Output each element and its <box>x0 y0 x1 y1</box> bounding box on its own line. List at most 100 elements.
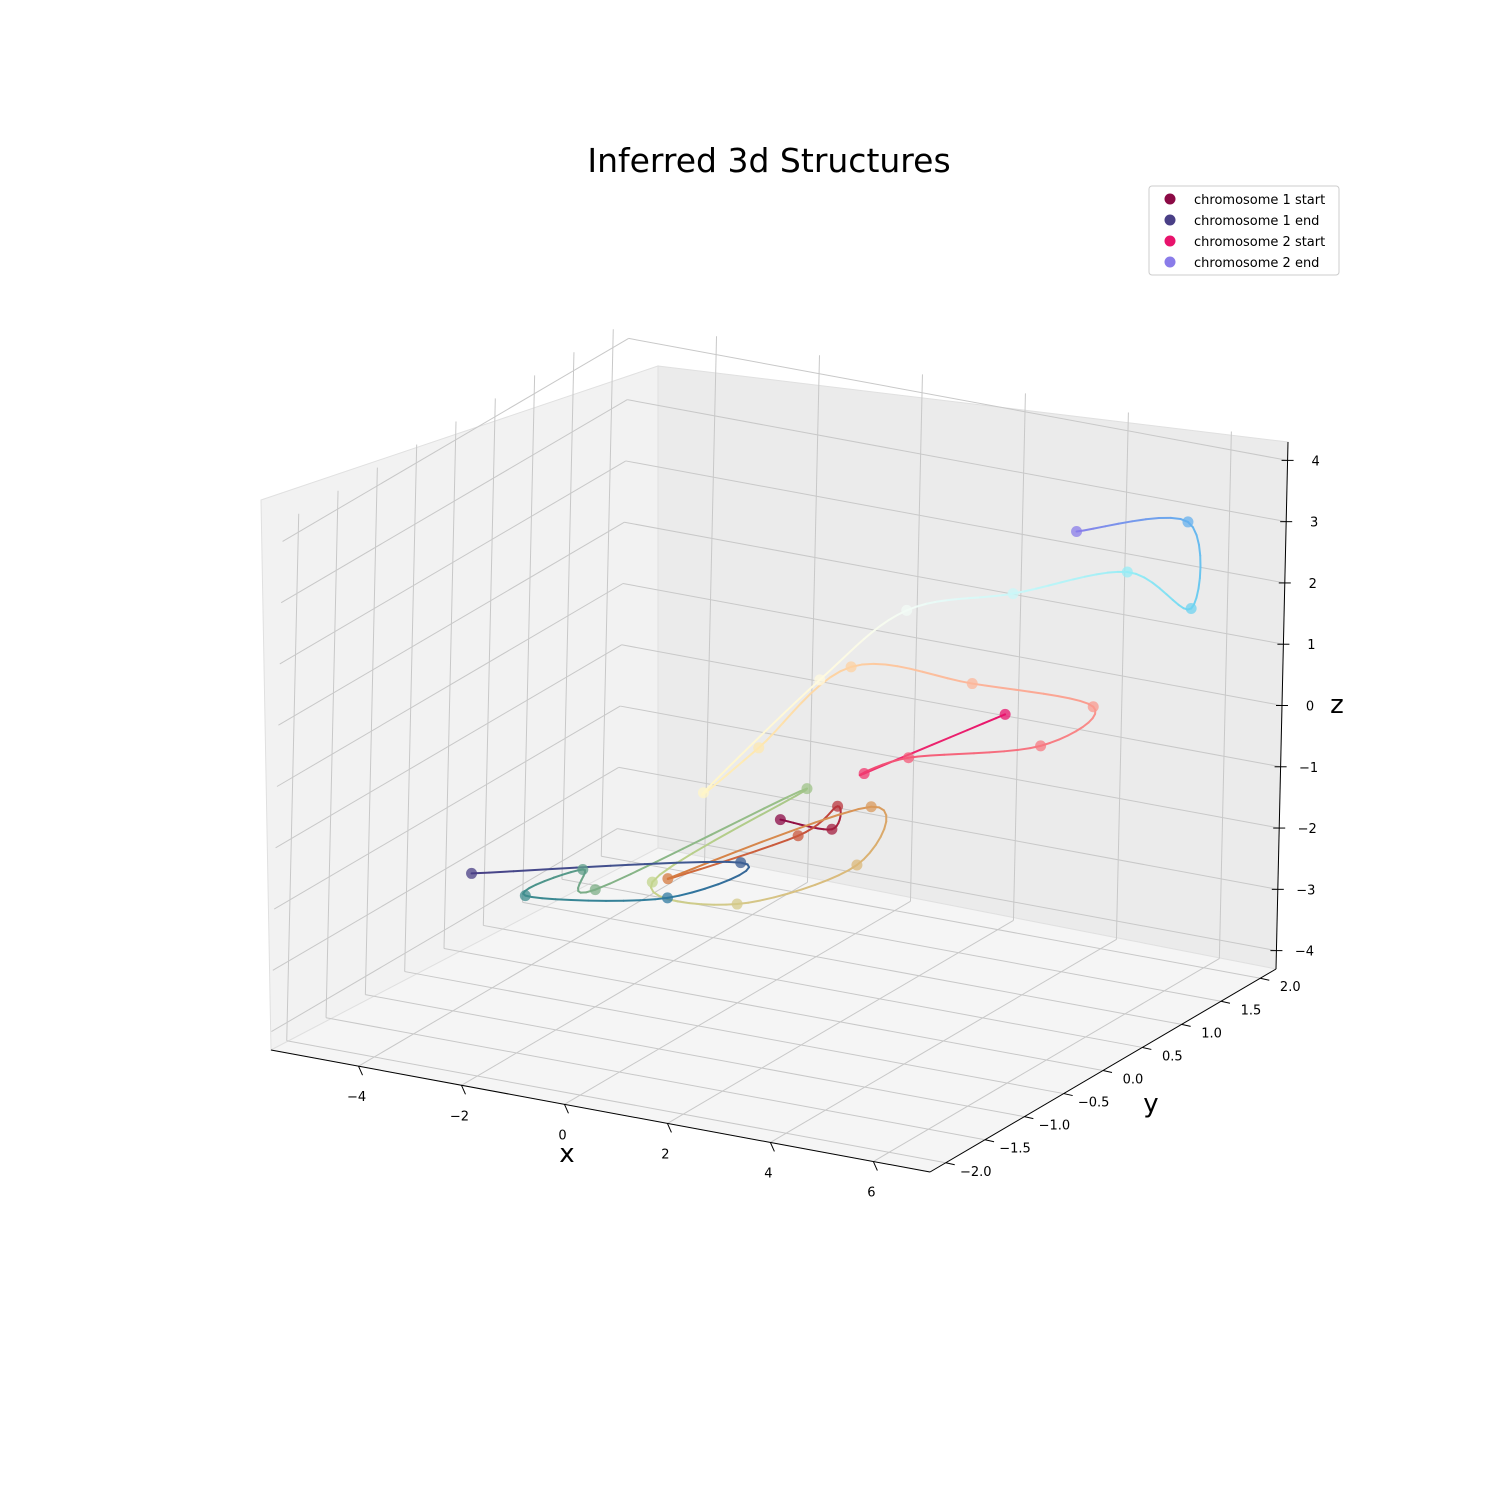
series-2-curve-segment <box>957 752 976 756</box>
grid-z-left <box>282 337 629 542</box>
series-2-curve-segment <box>872 662 887 666</box>
grid-z-left <box>271 828 618 1033</box>
series-2-curve-segment <box>1198 565 1202 580</box>
series-2-curve-segment <box>957 597 971 600</box>
series-2-point <box>999 708 1011 720</box>
series-2-curve-segment <box>725 755 741 771</box>
series-2-point <box>753 742 765 754</box>
series-1-curve-segment <box>691 887 707 894</box>
series-1-curve-segment <box>772 892 789 899</box>
series-1 <box>466 783 888 910</box>
series-1-curve-segment <box>552 873 564 879</box>
series-1-curve-segment <box>609 863 646 867</box>
series-2-curve-segment <box>1079 699 1090 705</box>
series-2-point <box>1035 740 1047 752</box>
grid-z-back <box>625 460 1285 584</box>
series-2-curve-segment <box>1117 520 1134 525</box>
x-tick-label: 0 <box>558 1128 566 1143</box>
grid-z-back <box>617 828 1277 952</box>
series-1-point <box>661 892 673 904</box>
series-1-curve-segment <box>735 850 757 859</box>
z-tick-label: −4 <box>1295 945 1314 960</box>
z-tick-label: −2 <box>1298 822 1317 837</box>
y-tick-label: 1.0 <box>1201 1026 1222 1041</box>
series-2-curve-segment <box>1143 576 1154 584</box>
series-2-curve-segment <box>881 760 893 766</box>
series-2-curve-segment <box>1059 578 1074 584</box>
z-tick-label: 2 <box>1309 577 1317 592</box>
series-1-point <box>735 857 747 869</box>
series-1-point <box>577 863 589 875</box>
series-2-curve-segment <box>921 670 936 676</box>
series-2-curve-segment <box>781 712 793 725</box>
series-1-curve-segment <box>691 839 716 855</box>
grid-y-floor <box>443 948 1104 1071</box>
series-2-curve-segment <box>1169 516 1182 521</box>
series-2-curve-segment <box>930 736 952 746</box>
series-1-curve-segment <box>541 897 557 901</box>
series-2-point <box>1087 701 1099 713</box>
series-1-curve-segment <box>570 899 590 902</box>
series-2-curve-segment <box>1058 734 1069 741</box>
legend: chromosome 1 start chromosome 1 end chromo… <box>1148 185 1340 276</box>
series-2-curve-segment <box>1095 571 1109 576</box>
series-1-curve-segment <box>759 896 775 902</box>
legend-label: chromosome 2 start <box>1194 235 1325 250</box>
series-2-curve-segment <box>715 768 728 781</box>
y-tick-mark <box>945 1162 955 1166</box>
series-1-curve-segment <box>542 866 578 871</box>
series-1-curve-segment <box>530 895 544 900</box>
x-ticks: −4 −2 0 2 4 6 <box>347 1066 878 1201</box>
series-2-curve-segment <box>1035 584 1050 590</box>
series-1-curve-segment <box>883 820 888 830</box>
series-2-curve-segment <box>984 684 1001 689</box>
series-2-curve-segment <box>765 731 776 742</box>
series-2-curve-segment <box>1087 717 1094 724</box>
series-1-curve-segment <box>658 863 675 876</box>
series-2-curve-segment <box>766 714 783 731</box>
series-1-curve-segment <box>675 860 706 864</box>
series-2-curve-segment <box>799 692 812 705</box>
y-tick-label: −2.0 <box>960 1165 992 1180</box>
legend-label: chromosome 1 start <box>1194 193 1325 208</box>
series-2-point <box>1185 603 1197 615</box>
series-2-curve-segment <box>915 602 928 608</box>
series-2-curve-segment <box>978 595 993 599</box>
legend-marker <box>1164 256 1176 268</box>
series-1-curve-segment <box>738 869 748 877</box>
series-2-point <box>1182 516 1194 528</box>
series-1-curve-segment <box>682 833 713 850</box>
series-1-point <box>851 859 863 871</box>
series-2-curve-segment <box>998 686 1016 691</box>
series-2-point <box>966 678 978 690</box>
series-2-curve-segment <box>1042 692 1059 697</box>
y-tick-label: −1.0 <box>1039 1119 1071 1134</box>
series-1-curve-segment <box>643 861 678 866</box>
y-axis-label: y <box>1143 1089 1158 1119</box>
series-1-curve-segment <box>608 873 632 885</box>
grid-z-left <box>279 460 627 665</box>
legend-marker <box>1164 235 1176 247</box>
series-1-point <box>589 884 601 896</box>
series-2-curve-segment <box>1131 518 1147 523</box>
x-tick-mark <box>564 1104 569 1114</box>
series-2-point <box>814 674 826 686</box>
x-tick-label: −2 <box>450 1109 469 1124</box>
series-1-curve-segment <box>761 830 791 843</box>
z-tick-label: 3 <box>1310 516 1318 531</box>
series-1-curve-segment <box>528 883 538 890</box>
x-tick-label: 6 <box>867 1186 875 1201</box>
y-tick-mark <box>1181 1023 1191 1027</box>
series-2-curve-segment <box>912 743 933 754</box>
y-tick-label: 2.0 <box>1280 980 1301 995</box>
y-tick-label: −1.5 <box>999 1142 1031 1157</box>
series-1-curve-segment <box>838 808 860 816</box>
series-2-curve-segment <box>724 767 736 777</box>
series-2-point <box>845 661 857 673</box>
grid-y-floor <box>325 1017 986 1141</box>
grid-z-back <box>620 705 1280 829</box>
y-tick-mark <box>1102 1070 1113 1073</box>
x-tick-label: 2 <box>661 1147 669 1162</box>
series-1-curve-segment <box>717 878 731 886</box>
grid-z-back <box>627 399 1287 523</box>
